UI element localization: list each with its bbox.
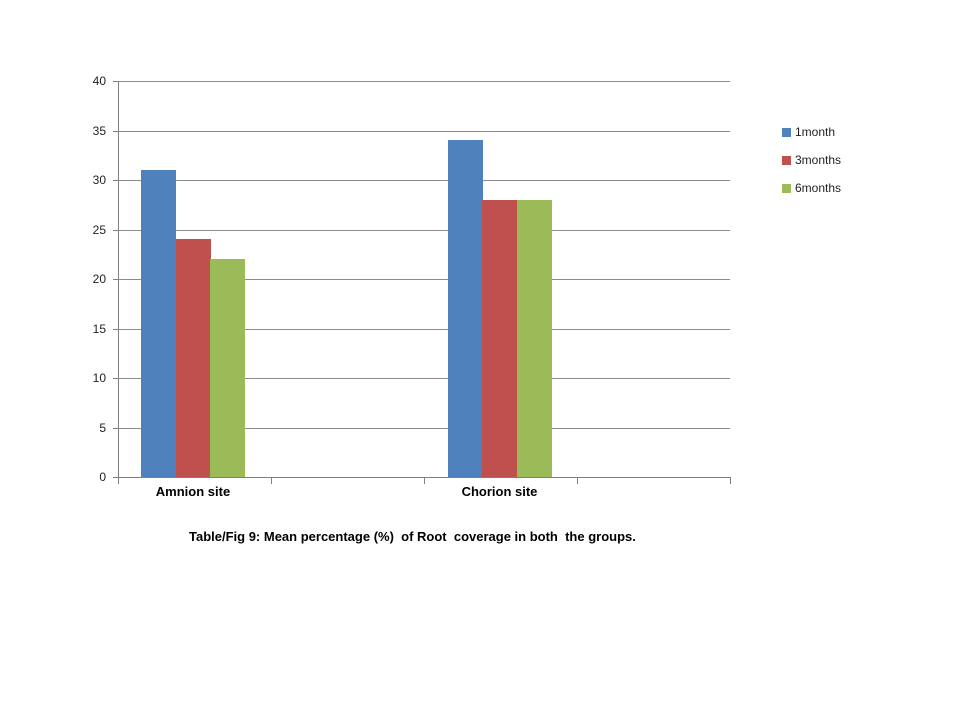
figure-caption: Table/Fig 9: Mean percentage (%) of Root… [189, 529, 636, 544]
bar-1month-chorion-site [448, 140, 483, 477]
legend-label: 6months [795, 181, 842, 195]
legend-item: 6months [782, 182, 841, 194]
gridline [118, 378, 730, 379]
y-axis-tick [113, 230, 119, 231]
x-axis-tick [271, 478, 272, 484]
x-axis-tick [577, 478, 578, 484]
y-axis-tick [113, 477, 119, 478]
y-axis-tick [113, 329, 119, 330]
x-axis-tick [424, 478, 425, 484]
y-axis-tick [113, 180, 119, 181]
gridline [118, 81, 730, 82]
bar-6months-amnion-site [210, 259, 245, 477]
y-axis-tick-label: 5 [99, 421, 106, 435]
y-axis-tick [113, 131, 119, 132]
bar-3months-amnion-site [176, 239, 211, 477]
y-axis-tick-label: 25 [92, 223, 106, 237]
y-axis [118, 81, 119, 477]
legend-swatch-1month [782, 127, 791, 137]
legend-swatch-6months [782, 183, 791, 193]
legend-item: 3months [782, 154, 841, 166]
x-axis [118, 477, 731, 478]
gridline [118, 230, 730, 231]
y-axis-tick [113, 378, 119, 379]
y-axis-tick [113, 81, 119, 82]
y-axis-tick-label: 20 [92, 272, 106, 286]
y-axis-tick-label: 35 [92, 124, 106, 138]
bar-1month-amnion-site [141, 170, 176, 477]
legend-label: 1month [795, 125, 836, 139]
gridline [118, 180, 730, 181]
legend-label: 3months [795, 153, 842, 167]
legend-swatch-3months [782, 155, 791, 165]
y-axis-tick [113, 428, 119, 429]
y-axis-tick-label: 40 [92, 74, 106, 88]
bar-3months-chorion-site [482, 200, 517, 477]
y-axis-tick-label: 30 [92, 173, 106, 187]
y-axis-tick [113, 279, 119, 280]
x-axis-tick [118, 478, 119, 484]
y-axis-tick-label: 15 [92, 322, 106, 336]
y-axis-tick-label: 0 [99, 470, 106, 484]
x-axis-tick [730, 478, 731, 484]
gridline [118, 131, 730, 132]
y-axis-tick-label: 10 [92, 371, 106, 385]
bar-6months-chorion-site [517, 200, 552, 477]
gridline [118, 428, 730, 429]
x-axis-category-label: Amnion site [155, 484, 231, 499]
x-axis-category-label: Chorion site [461, 484, 538, 499]
legend-item: 1month [782, 126, 835, 138]
gridline [118, 279, 730, 280]
gridline [118, 329, 730, 330]
